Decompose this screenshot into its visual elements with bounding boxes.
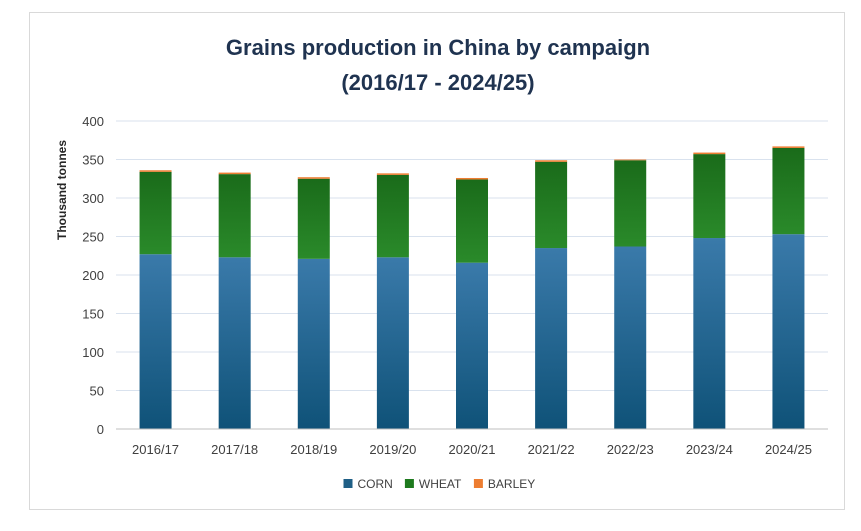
bar-corn-2018-19: [297, 258, 330, 429]
bar-barley-2019-20: [376, 173, 409, 175]
legend-swatch-barley: [473, 479, 483, 488]
y-tick-label: 200: [82, 268, 104, 283]
bar-corn-2021-22: [535, 248, 568, 429]
bar-wheat-2016-17: [139, 171, 172, 255]
x-tick-label: 2019/20: [369, 442, 416, 457]
x-tick-label: 2022/23: [607, 442, 654, 457]
legend: CORN WHEAT BARLEY: [343, 477, 535, 491]
bar-barley-2022-23: [614, 159, 647, 161]
bar-corn-2019-20: [376, 257, 409, 429]
bar-corn-2020-21: [456, 262, 488, 429]
y-tick-label: 300: [82, 191, 104, 206]
bar-barley-2020-21: [456, 177, 488, 180]
x-axis-ticks: 2016/17 2017/18 2018/19 2019/20 2020/21 2021/…: [132, 442, 812, 457]
bar-barley-2024-25: [772, 146, 805, 148]
bar-barley-2017-18: [218, 172, 251, 175]
y-axis-ticks: 0 50 100 150 200 250 300 350 400: [82, 114, 104, 437]
bar-wheat-2017-18: [218, 174, 251, 258]
y-tick-label: 250: [82, 230, 104, 245]
bar-barley-2023-24: [693, 152, 726, 155]
x-tick-label: 2016/17: [132, 442, 179, 457]
y-tick-label: 350: [82, 153, 104, 168]
chart-title-line2: (2016/17 - 2024/25): [341, 70, 534, 95]
bar-corn-2016-17: [139, 254, 172, 429]
bar-corn-2017-18: [218, 257, 251, 429]
bar-wheat-2022-23: [614, 160, 647, 247]
bar-wheat-2018-19: [297, 178, 330, 259]
bar-wheat-2023-24: [693, 154, 726, 239]
y-tick-label: 150: [82, 307, 104, 322]
bar-corn-2022-23: [614, 246, 647, 429]
legend-swatch-corn: [343, 479, 353, 488]
y-tick-label: 50: [90, 384, 104, 399]
y-tick-label: 400: [82, 114, 104, 129]
y-axis-label: Thousand tonnes: [55, 140, 69, 240]
bar-corn-2023-24: [693, 238, 726, 429]
bar-barley-2018-19: [297, 177, 330, 179]
x-tick-label: 2020/21: [449, 442, 496, 457]
chart-title-line1: Grains production in China by campaign: [226, 35, 650, 60]
x-tick-label: 2018/19: [290, 442, 337, 457]
bars: [139, 146, 805, 429]
bar-barley-2016-17: [139, 170, 172, 172]
bar-wheat-2020-21: [456, 179, 488, 263]
x-tick-label: 2024/25: [765, 442, 812, 457]
bar-wheat-2024-25: [772, 147, 805, 235]
y-tick-label: 100: [82, 345, 104, 360]
legend-label-corn: CORN: [358, 477, 393, 491]
bar-wheat-2019-20: [376, 174, 409, 258]
bar-corn-2024-25: [772, 234, 805, 429]
bar-barley-2021-22: [535, 160, 568, 162]
bar-wheat-2021-22: [535, 161, 568, 249]
x-tick-label: 2023/24: [686, 442, 733, 457]
x-tick-label: 2021/22: [528, 442, 575, 457]
legend-label-barley: BARLEY: [488, 477, 535, 491]
legend-swatch-wheat: [404, 479, 414, 488]
legend-label-wheat: WHEAT: [419, 477, 462, 491]
y-tick-label: 0: [97, 422, 104, 437]
x-tick-label: 2017/18: [211, 442, 258, 457]
